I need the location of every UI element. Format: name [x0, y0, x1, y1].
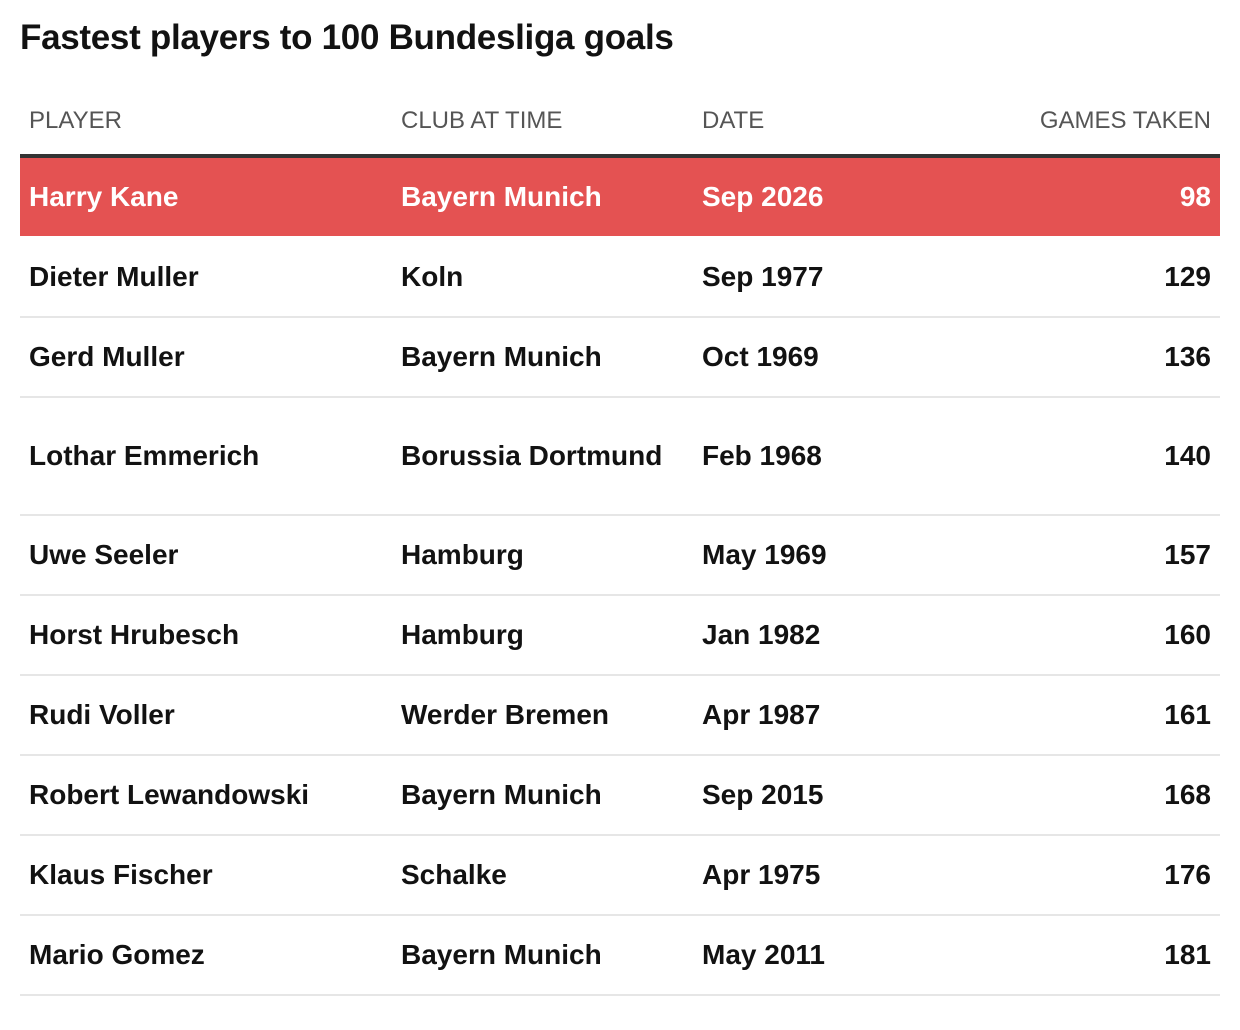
cell-player: Gerd Muller	[29, 341, 185, 372]
cell-club: Werder Bremen	[401, 699, 610, 730]
cell-player: Robert Lewandowski	[29, 779, 310, 810]
cell-player: Dieter Muller	[29, 261, 199, 292]
cell-games: 176	[1164, 859, 1211, 890]
column-header-date: DATE	[702, 107, 765, 134]
cell-games: 136	[1164, 341, 1211, 372]
table-row-highlighted: Harry Kane Bayern Munich Sep 2026 98	[20, 158, 1220, 238]
cell-date: Sep 1977	[702, 261, 824, 292]
cell-games: 181	[1164, 939, 1211, 970]
cell-player: Klaus Fischer	[29, 859, 213, 890]
cell-games: 129	[1164, 261, 1211, 292]
cell-club: Schalke	[401, 859, 507, 890]
cell-games: 168	[1164, 779, 1211, 810]
cell-games: 160	[1164, 619, 1211, 650]
cell-club: Bayern Munich	[401, 181, 602, 212]
column-header-games: GAMES TAKEN	[1039, 107, 1211, 134]
cell-club: Hamburg	[401, 539, 524, 570]
table-row: Gerd Muller Bayern Munich Oct 1969 136	[20, 318, 1220, 398]
cell-date: Oct 1969	[702, 341, 819, 372]
table-row: Robert Lewandowski Bayern Munich Sep 201…	[20, 756, 1220, 836]
chart-title: Fastest players to 100 Bundesliga goals	[20, 18, 674, 57]
cell-player: Rudi Voller	[29, 699, 175, 730]
cell-date: May 2011	[702, 939, 825, 970]
cell-date: Sep 2026	[702, 181, 824, 212]
table-row: Dieter Muller Koln Sep 1977 129	[20, 238, 1220, 318]
cell-games: 98	[1179, 181, 1211, 212]
cell-player: Uwe Seeler	[29, 539, 179, 570]
data-table: PLAYER CLUB AT TIME DATE GAMES TAKEN Har…	[20, 88, 1220, 996]
cell-player: Lothar Emmerich	[29, 440, 260, 471]
table-row: Horst Hrubesch Hamburg Jan 1982 160	[20, 596, 1220, 676]
cell-date: Jan 1982	[702, 619, 821, 650]
cell-games: 140	[1164, 440, 1211, 471]
cell-games: 161	[1164, 699, 1211, 730]
cell-date: Feb 1968	[702, 440, 822, 471]
table-row: Klaus Fischer Schalke Apr 1975 176	[20, 836, 1220, 916]
cell-player: Harry Kane	[29, 181, 179, 212]
cell-date: May 1969	[702, 539, 827, 570]
cell-club: Bayern Munich	[401, 779, 602, 810]
column-header-player: PLAYER	[29, 107, 122, 134]
column-header-club: CLUB AT TIME	[401, 107, 563, 134]
table-row: Lothar Emmerich Borussia Dortmund Feb 19…	[20, 398, 1220, 516]
table-row: Rudi Voller Werder Bremen Apr 1987 161	[20, 676, 1220, 756]
cell-club: Borussia Dortmund	[401, 440, 663, 471]
cell-date: Sep 2015	[702, 779, 824, 810]
cell-date: Apr 1975	[702, 859, 821, 890]
table-header: PLAYER CLUB AT TIME DATE GAMES TAKEN	[20, 88, 1220, 158]
cell-player: Horst Hrubesch	[29, 619, 240, 650]
cell-club: Hamburg	[401, 619, 524, 650]
table-row: Mario Gomez Bayern Munich May 2011 181	[20, 916, 1220, 996]
cell-club: Bayern Munich	[401, 341, 602, 372]
cell-date: Apr 1987	[702, 699, 821, 730]
cell-games: 157	[1164, 539, 1211, 570]
table-row: Uwe Seeler Hamburg May 1969 157	[20, 516, 1220, 596]
cell-club: Bayern Munich	[401, 939, 602, 970]
cell-player: Mario Gomez	[29, 939, 205, 970]
cell-club: Koln	[401, 261, 464, 292]
